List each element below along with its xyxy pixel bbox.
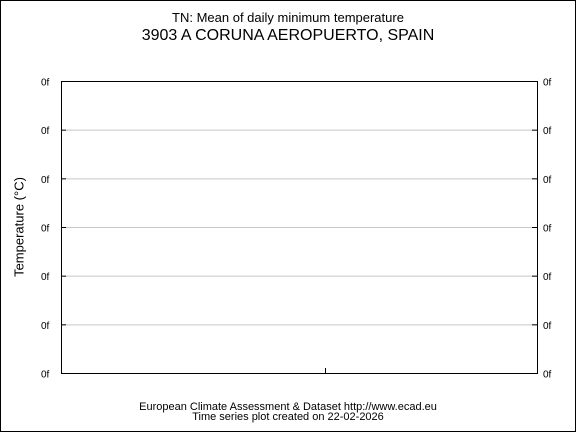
y-tick-label-right: 0f xyxy=(543,175,552,186)
y-tick-label-left: 0f xyxy=(41,175,50,186)
chart-subtitle-station: 3903 A CORUNA AEROPUERTO, SPAIN xyxy=(141,27,435,44)
y-axis-ticks xyxy=(61,81,537,374)
y-tick-label-right: 0f xyxy=(543,370,552,381)
grid-lines xyxy=(61,129,537,326)
y-tick-label-right: 0f xyxy=(543,321,552,332)
y-axis-tick-labels-left: 0f 0f 0f 0f 0f 0f 0f xyxy=(41,78,50,381)
footer-source: European Climate Assessment & Dataset ht… xyxy=(139,401,437,413)
y-axis-tick-labels-right: 0f 0f 0f 0f 0f 0f 0f xyxy=(543,78,552,381)
y-tick-label-left: 0f xyxy=(41,272,50,283)
y-tick-label-left: 0f xyxy=(41,126,50,137)
chart-title: TN: Mean of daily minimum temperature xyxy=(172,10,404,25)
y-tick-label-right: 0f xyxy=(543,224,552,235)
footer-created-date: Time series plot created on 22-02-2026 xyxy=(192,411,384,423)
y-axis-label: Temperature (°C) xyxy=(11,177,27,277)
y-tick-label-right: 0f xyxy=(543,78,552,89)
y-tick-label-left: 0f xyxy=(41,321,50,332)
y-tick-label-left: 0f xyxy=(41,370,50,381)
y-tick-label-left: 0f xyxy=(41,224,50,235)
y-tick-label-right: 0f xyxy=(543,272,552,283)
y-tick-label-right: 0f xyxy=(543,126,552,137)
y-tick-label-left: 0f xyxy=(41,78,50,89)
